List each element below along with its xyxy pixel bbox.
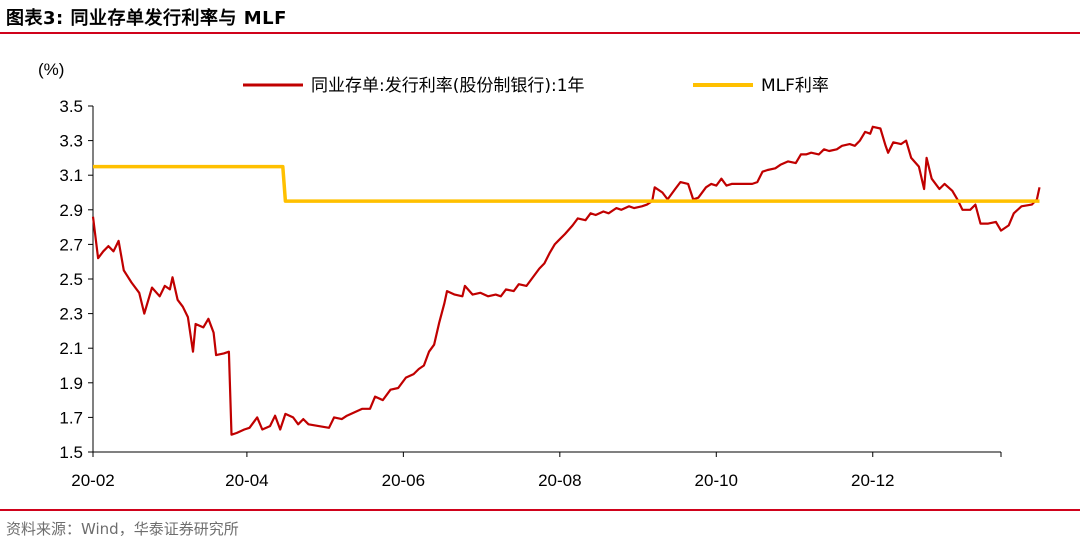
source-note: 资料来源：Wind，华泰证券研究所 — [6, 520, 239, 538]
x-tick-label: 20-12 — [851, 471, 894, 490]
legend-label-2: MLF利率 — [761, 76, 829, 96]
legend-label-1: 同业存单:发行利率(股份制银行):1年 — [311, 76, 585, 96]
y-tick-label: 2.3 — [59, 305, 83, 324]
y-tick-label: 1.9 — [59, 374, 83, 393]
x-tick-label: 20-10 — [695, 471, 738, 490]
series-line-2 — [93, 164, 1040, 203]
chart-axes: 3.5 3.3 3.1 2.9 2.7 2.5 2.3 2.1 1.9 1.7 1.5 (%) 20-0… — [38, 60, 1002, 490]
y-tick-label: 2.1 — [59, 339, 83, 358]
bottom-rule — [0, 509, 1080, 511]
x-tick-label: 20-04 — [225, 471, 268, 490]
y-tick-label: 1.5 — [59, 443, 83, 462]
line-chart: 3.5 3.3 3.1 2.9 2.7 2.5 2.3 2.1 1.9 1.7 1.5 (%) 20-0… — [38, 60, 1041, 490]
x-tick-label: 20-06 — [382, 471, 425, 490]
x-tick-label: 20-08 — [538, 471, 581, 490]
y-axis-unit-label: (%) — [38, 60, 64, 79]
figure-title: 图表3: 同业存单发行利率与 MLF — [6, 8, 287, 29]
y-tick-label: 1.7 — [59, 408, 83, 427]
chart-legend: 同业存单:发行利率(股份制银行):1年 MLF利率 — [243, 76, 829, 96]
y-tick-label: 2.5 — [59, 270, 83, 289]
x-tick-label: 20-02 — [71, 471, 114, 490]
top-rule — [0, 32, 1080, 34]
y-tick-label: 3.1 — [59, 166, 83, 185]
series-line-1 — [91, 125, 1041, 436]
y-tick-label: 3.3 — [59, 132, 83, 151]
y-tick-label: 3.5 — [59, 97, 83, 116]
series-layer — [91, 125, 1041, 436]
y-tick-label: 2.9 — [59, 201, 83, 220]
y-tick-label: 2.7 — [59, 235, 83, 254]
